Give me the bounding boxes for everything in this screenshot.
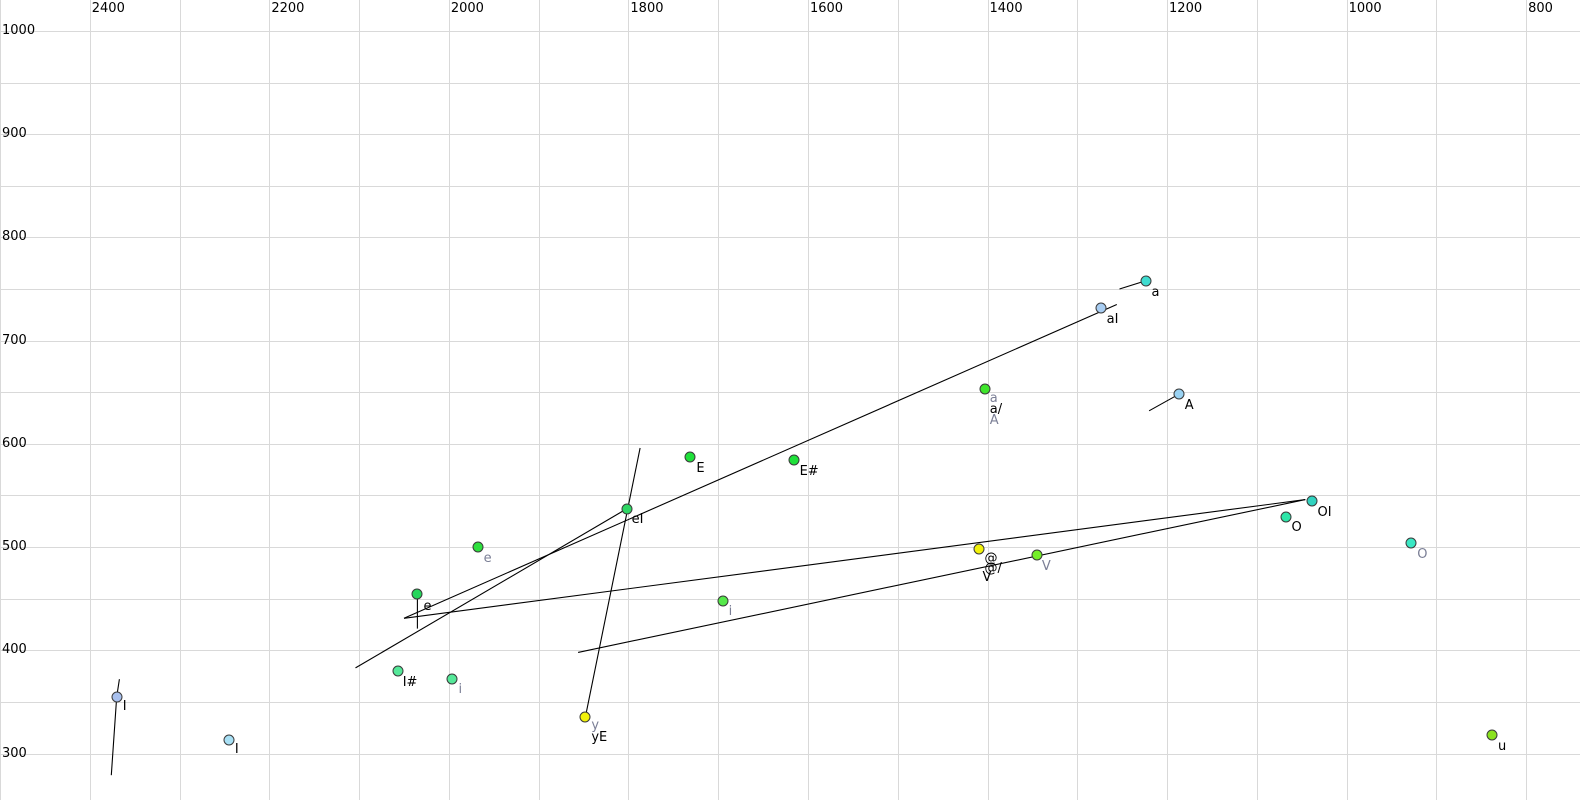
vowel-data-point[interactable] [1173, 388, 1185, 400]
vowel-data-point[interactable] [684, 451, 696, 463]
vowel-data-point[interactable] [979, 383, 991, 395]
vowel-point-label: OI [1317, 504, 1332, 520]
vowel-point-label: E [696, 461, 705, 477]
vowel-point-label: a [989, 391, 998, 407]
vowel-point-label: V [1041, 559, 1051, 575]
vowel-point-label: A [1184, 398, 1194, 414]
vowel-point-label: u [1498, 738, 1507, 754]
y-tick-label: 1000 [2, 22, 36, 38]
vowel-data-point[interactable] [1095, 302, 1107, 314]
vowel-data-point[interactable] [472, 541, 484, 553]
vowel-point-label: I# [402, 674, 418, 690]
x-tick-label: 1800 [630, 1, 664, 16]
vowel-point-label: V [982, 570, 992, 586]
vowel-point-label: a [1151, 284, 1160, 300]
vowel-point-label: aI [1106, 311, 1119, 327]
x-tick-label: 800 [1528, 1, 1553, 16]
vowel-data-point[interactable] [1280, 511, 1292, 523]
x-tick-label: 1400 [989, 1, 1023, 16]
vowel-data-point[interactable] [1306, 495, 1318, 507]
vowel-data-point[interactable] [446, 673, 458, 685]
y-tick-label: 800 [2, 229, 27, 245]
trajectory-line [403, 499, 1306, 619]
trajectory-line [584, 447, 641, 718]
vowel-point-label: A [989, 413, 999, 429]
vowel-point-label: a/ [989, 402, 1003, 418]
vowel-data-point[interactable] [223, 734, 235, 746]
x-tick-label: 2400 [91, 1, 125, 16]
vowel-point-label: y [591, 718, 600, 734]
vowel-point-label: e [483, 551, 492, 567]
y-tick-label: 400 [2, 642, 27, 658]
trajectory-line [577, 499, 1306, 653]
vowel-data-point[interactable] [579, 711, 591, 723]
x-tick-label: 2000 [450, 1, 484, 16]
y-tick-label: 900 [2, 126, 27, 142]
vowel-point-label: i [728, 603, 733, 619]
vowel-data-point[interactable] [1031, 549, 1043, 561]
vowel-data-point[interactable] [411, 588, 423, 600]
vowel-point-label: e [423, 598, 432, 614]
vowel-point-label: yE [591, 730, 608, 746]
vowel-data-point[interactable] [111, 691, 123, 703]
vowel-data-point[interactable] [621, 503, 633, 515]
trajectory-line [403, 303, 1118, 619]
vowel-point-label: eI [631, 511, 644, 527]
vowel-data-point[interactable] [717, 595, 729, 607]
y-tick-label: 700 [2, 332, 27, 348]
vowel-data-point[interactable] [392, 665, 404, 677]
trajectory-line [355, 508, 627, 669]
vowel-point-label: i [458, 682, 463, 698]
vowel-data-point[interactable] [1405, 537, 1417, 549]
vowel-data-point[interactable] [1140, 275, 1151, 287]
vowel-point-label: I [234, 742, 239, 758]
x-tick-label: 1600 [809, 1, 844, 16]
y-tick-label: 600 [2, 435, 27, 451]
vowel-data-point[interactable] [788, 454, 800, 466]
y-tick-label: 500 [2, 539, 27, 555]
vowel-data-point[interactable] [1486, 729, 1498, 741]
vowel-point-label: E# [799, 464, 819, 480]
vowel-point-label: @/ [984, 561, 1002, 577]
vowel-point-label: @ [984, 551, 998, 567]
y-tick-label: 300 [2, 745, 27, 761]
x-tick-label: 2200 [271, 1, 305, 16]
vowel-data-point[interactable] [973, 543, 985, 555]
vowel-point-label: O [1291, 520, 1302, 536]
x-tick-label: 1000 [1348, 1, 1382, 16]
vowel-point-label: I [122, 698, 127, 714]
vowel-point-label: O [1417, 546, 1428, 562]
trajectories-layer [110, 280, 1306, 776]
x-tick-label: 1200 [1169, 1, 1203, 16]
